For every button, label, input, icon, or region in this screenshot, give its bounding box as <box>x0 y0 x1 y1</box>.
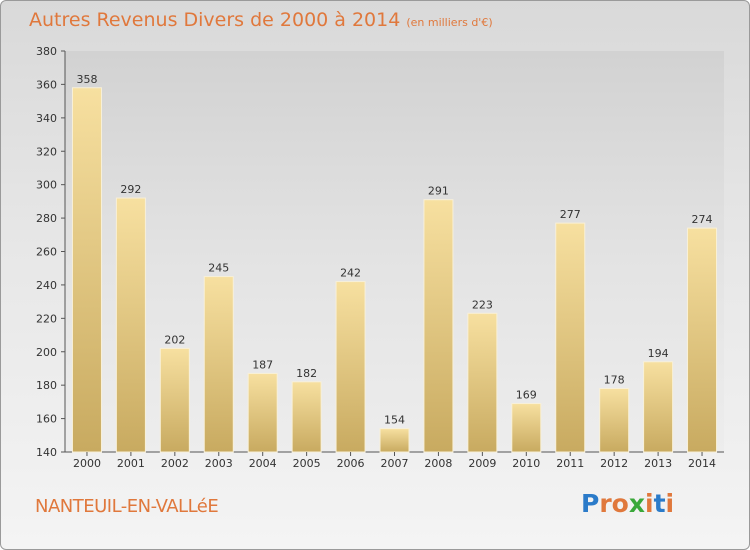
chart-subtitle: (en milliers d'€) <box>406 16 493 29</box>
data-label: 274 <box>692 213 713 226</box>
bar <box>291 381 322 453</box>
bar <box>71 87 102 453</box>
bar <box>115 197 146 453</box>
data-label: 169 <box>516 389 537 402</box>
x-tick-label: 2011 <box>556 457 584 470</box>
x-tick-label: 2004 <box>249 457 277 470</box>
data-label: 154 <box>384 414 405 427</box>
data-label: 358 <box>76 73 97 86</box>
commune-name: NANTEUIL-EN-VALLéE <box>35 496 219 517</box>
x-tick-label: 2010 <box>512 457 540 470</box>
x-tick-label: 2008 <box>424 457 452 470</box>
y-tick-label: 220 <box>36 312 57 325</box>
bar <box>643 361 674 453</box>
x-tick-label: 2005 <box>293 457 321 470</box>
y-tick-label: 200 <box>36 346 57 359</box>
x-tick-label: 2001 <box>117 457 145 470</box>
y-tick-label: 280 <box>36 212 57 225</box>
data-label: 292 <box>120 183 141 196</box>
y-tick-label: 240 <box>36 279 57 292</box>
proxiti-logo: Proxiti <box>581 489 674 518</box>
bar <box>423 199 454 453</box>
y-tick-label: 260 <box>36 246 57 259</box>
data-label: 187 <box>252 358 273 371</box>
y-tick-label: 320 <box>36 145 57 158</box>
x-tick-label: 2007 <box>381 457 409 470</box>
bar <box>159 347 190 453</box>
data-label: 291 <box>428 185 449 198</box>
logo-letter: x <box>628 489 645 518</box>
logo-letter: r <box>599 489 612 518</box>
y-tick-label: 340 <box>36 112 57 125</box>
data-label: 194 <box>648 347 669 360</box>
bar <box>247 372 278 453</box>
x-tick-label: 2013 <box>644 457 672 470</box>
logo-letter: i <box>645 489 654 518</box>
y-tick-label: 140 <box>36 446 57 459</box>
y-tick-label: 160 <box>36 413 57 426</box>
logo-letter: P <box>581 489 600 518</box>
data-label: 277 <box>560 208 581 221</box>
bar <box>511 403 542 453</box>
y-tick-label: 360 <box>36 78 57 91</box>
data-label: 223 <box>472 298 493 311</box>
bar <box>599 388 630 453</box>
chart-title-text: Autres Revenus Divers de 2000 à 2014 <box>29 9 401 31</box>
bar <box>203 276 234 453</box>
data-label: 178 <box>604 374 625 387</box>
x-tick-label: 2009 <box>468 457 496 470</box>
y-tick-label: 300 <box>36 179 57 192</box>
bar <box>555 222 586 453</box>
y-tick-label: 180 <box>36 379 57 392</box>
x-tick-label: 2000 <box>73 457 101 470</box>
x-tick-label: 2012 <box>600 457 628 470</box>
x-tick-label: 2003 <box>205 457 233 470</box>
bar <box>379 428 410 453</box>
logo-letter: i <box>665 489 675 518</box>
bar <box>335 281 366 453</box>
bar <box>687 227 718 453</box>
y-tick-label: 380 <box>36 45 57 58</box>
x-tick-label: 2006 <box>337 457 365 470</box>
logo-letter: t <box>653 489 666 518</box>
chart-title: Autres Revenus Divers de 2000 à 2014 (en … <box>29 9 493 31</box>
data-label: 242 <box>340 267 361 280</box>
data-label: 202 <box>164 333 185 346</box>
x-tick-label: 2014 <box>688 457 716 470</box>
data-label: 245 <box>208 262 229 275</box>
logo-letter: o <box>611 489 629 518</box>
data-label: 182 <box>296 367 317 380</box>
x-tick-label: 2002 <box>161 457 189 470</box>
bar <box>467 312 498 453</box>
